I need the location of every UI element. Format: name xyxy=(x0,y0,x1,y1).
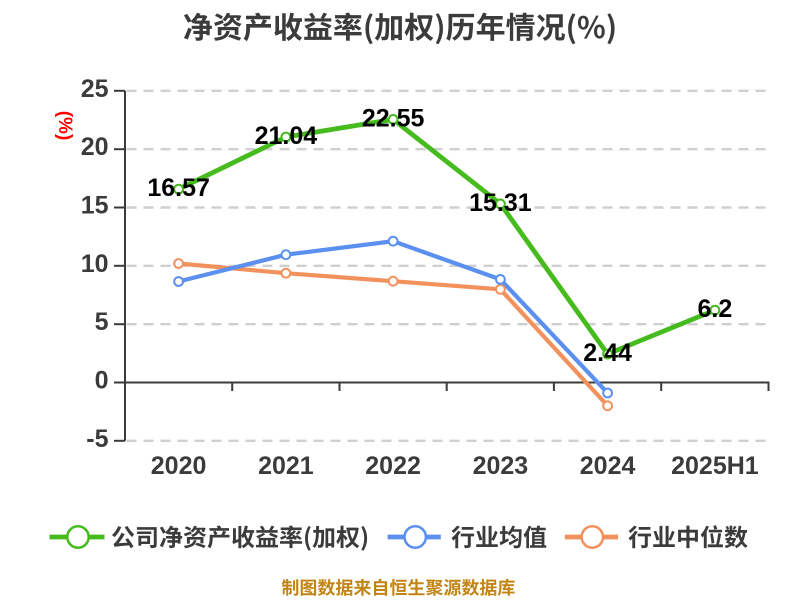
svg-text:2025H1: 2025H1 xyxy=(671,452,759,480)
svg-text:16.57: 16.57 xyxy=(147,174,210,202)
svg-text:0: 0 xyxy=(95,367,109,395)
svg-text:5: 5 xyxy=(95,308,109,336)
svg-text:22.55: 22.55 xyxy=(362,104,425,132)
svg-text:2020: 2020 xyxy=(151,452,207,480)
svg-text:-5: -5 xyxy=(86,425,108,453)
svg-text:2024: 2024 xyxy=(580,452,636,480)
svg-text:15: 15 xyxy=(81,192,109,220)
svg-text:20: 20 xyxy=(81,133,109,161)
svg-text:6.2: 6.2 xyxy=(698,295,733,323)
svg-text:15.31: 15.31 xyxy=(469,189,532,217)
svg-text:25: 25 xyxy=(81,75,109,103)
svg-text:2.44: 2.44 xyxy=(583,339,632,367)
svg-text:(%): (%) xyxy=(54,111,75,141)
svg-text:2021: 2021 xyxy=(258,452,314,480)
svg-text:21.04: 21.04 xyxy=(255,122,318,150)
svg-text:2022: 2022 xyxy=(365,452,421,480)
svg-text:10: 10 xyxy=(81,250,109,278)
svg-text:2023: 2023 xyxy=(473,452,529,480)
